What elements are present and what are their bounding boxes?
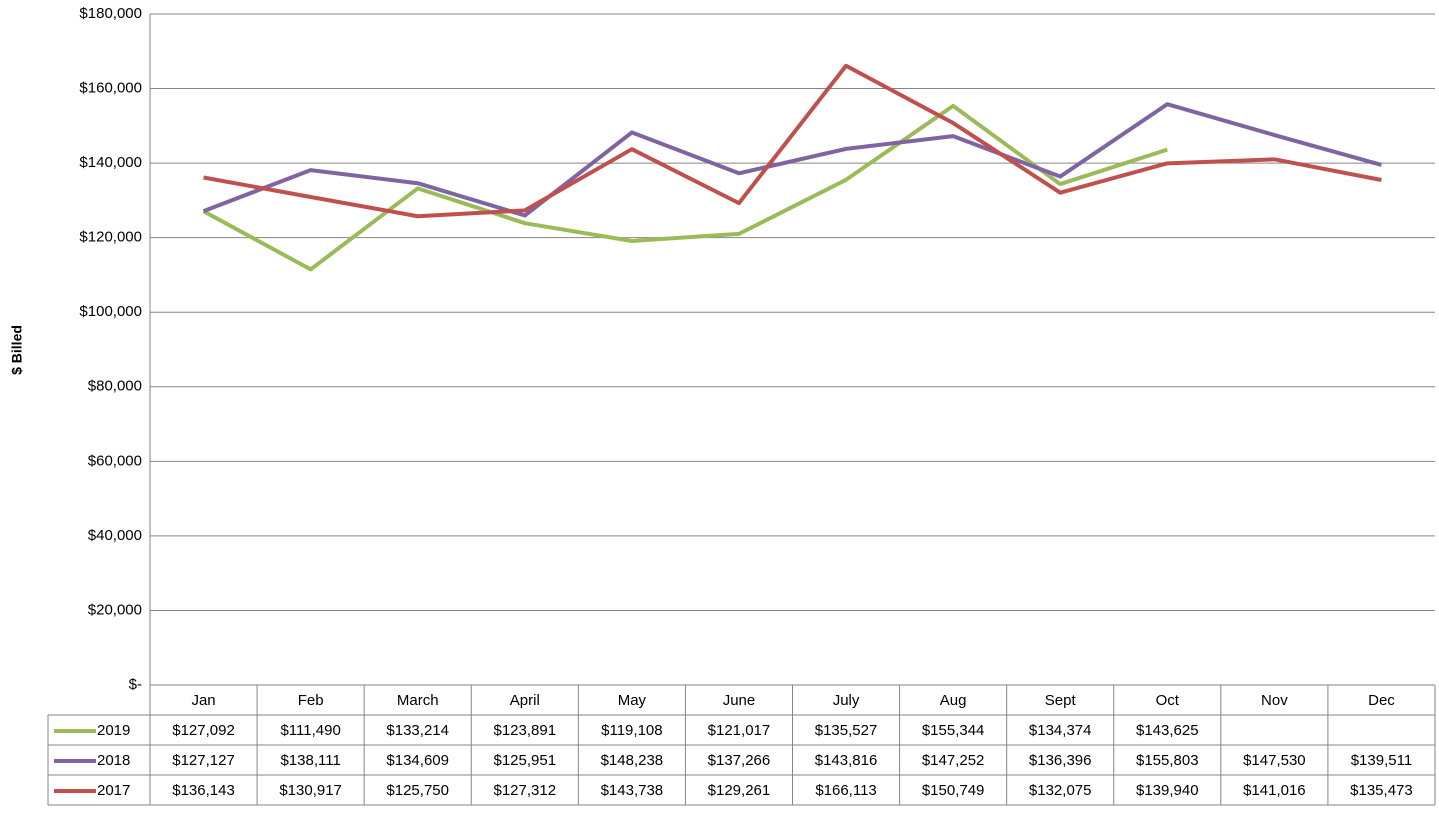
x-tick-label: Jan: [191, 692, 215, 709]
x-tick-label: Sept: [1045, 692, 1077, 709]
y-tick-label: $60,000: [88, 452, 142, 469]
y-tick-label: $160,000: [79, 80, 142, 97]
table-cell: $121,017: [708, 722, 771, 739]
table-cell: $141,016: [1243, 782, 1306, 799]
x-tick-label: June: [723, 692, 756, 709]
x-tick-label: Nov: [1261, 692, 1288, 709]
x-tick-label: Oct: [1156, 692, 1180, 709]
y-axis-label: $ Billed: [9, 325, 25, 375]
x-tick-label: April: [510, 692, 540, 709]
y-tick-label: $180,000: [79, 5, 142, 22]
table-cell: $143,625: [1136, 722, 1199, 739]
legend-label: 2017: [97, 782, 130, 799]
y-tick-label: $100,000: [79, 303, 142, 320]
table-cell: $133,214: [386, 722, 449, 739]
y-tick-label: $120,000: [79, 229, 142, 246]
table-cell: $148,238: [601, 752, 664, 769]
y-tick-label: $80,000: [88, 378, 142, 395]
legend-label: 2018: [97, 752, 130, 769]
table-cell: $127,127: [172, 752, 235, 769]
table-cell: $147,252: [922, 752, 985, 769]
table-cell: $135,473: [1350, 782, 1413, 799]
table-cell: $134,374: [1029, 722, 1092, 739]
table-cell: $135,527: [815, 722, 878, 739]
table-cell: $150,749: [922, 782, 985, 799]
y-tick-label: $40,000: [88, 527, 142, 544]
series-line: [203, 63, 1382, 219]
table-cell: $137,266: [708, 752, 771, 769]
x-tick-label: Aug: [940, 692, 967, 709]
x-tick-label: Dec: [1368, 692, 1395, 709]
table-cell: $139,511: [1351, 752, 1412, 769]
series-line: [202, 103, 1168, 272]
series-line: [202, 102, 1382, 218]
table-cell: $143,738: [601, 782, 664, 799]
table-cell: $143,816: [815, 752, 878, 769]
table-cell: $127,092: [172, 722, 235, 739]
legend-label: 2019: [97, 722, 130, 739]
table-cell: $155,803: [1136, 752, 1199, 769]
table-cell: $132,075: [1029, 782, 1092, 799]
table-cell: $134,609: [386, 752, 449, 769]
y-tick-label: $-: [129, 676, 142, 693]
table-cell: $155,344: [922, 722, 985, 739]
x-tick-label: March: [397, 692, 439, 709]
table-cell: $136,143: [172, 782, 235, 799]
table-cell: $127,312: [494, 782, 557, 799]
table-cell: $166,113: [815, 782, 876, 799]
y-tick-label: $140,000: [79, 154, 142, 171]
table-cell: $125,750: [386, 782, 449, 799]
table-cell: $119,108: [601, 722, 662, 739]
x-tick-label: July: [833, 692, 860, 709]
y-tick-label: $20,000: [88, 601, 142, 618]
table-cell: $123,891: [494, 722, 557, 739]
table-cell: $139,940: [1136, 782, 1199, 799]
table-cell: $125,951: [494, 752, 557, 769]
table-cell: $136,396: [1029, 752, 1092, 769]
table-cell: $111,490: [280, 722, 340, 739]
table-cell: $147,530: [1243, 752, 1306, 769]
x-tick-label: Feb: [298, 692, 324, 709]
table-cell: $138,111: [280, 752, 340, 769]
x-tick-label: May: [618, 692, 647, 709]
table-cell: $130,917: [279, 782, 342, 799]
table-cell: $129,261: [708, 782, 771, 799]
